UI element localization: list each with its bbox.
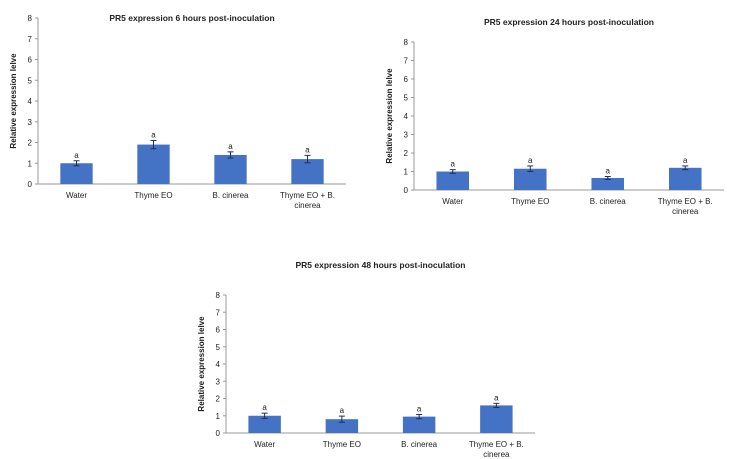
category-label: Thyme EO xyxy=(134,191,172,200)
y-tick-label: 4 xyxy=(404,112,409,121)
y-tick-label: 3 xyxy=(28,118,33,127)
y-tick-label: 7 xyxy=(28,35,33,44)
bar xyxy=(402,416,436,433)
y-tick-label: 6 xyxy=(404,75,409,84)
bar xyxy=(591,177,625,190)
y-axis-label: Relative expression lelve xyxy=(385,68,394,164)
y-tick-label: 4 xyxy=(216,360,221,369)
y-tick-label: 7 xyxy=(404,57,409,66)
significance-label: a xyxy=(305,145,310,154)
y-tick-label: 8 xyxy=(404,38,409,47)
y-tick-label: 2 xyxy=(28,139,33,148)
y-tick-label: 1 xyxy=(404,168,409,177)
significance-label: a xyxy=(262,403,267,412)
y-tick-label: 8 xyxy=(216,291,221,300)
category-label: Water xyxy=(66,191,87,200)
y-tick-label: 6 xyxy=(216,326,221,335)
significance-label: a xyxy=(74,151,79,160)
bar xyxy=(214,154,247,184)
y-tick-label: 2 xyxy=(404,149,409,158)
significance-label: a xyxy=(340,406,345,415)
y-axis-label: Relative expression lelve xyxy=(197,316,206,412)
y-tick-label: 0 xyxy=(216,429,221,438)
bar xyxy=(513,168,547,190)
y-tick-label: 0 xyxy=(404,186,409,195)
y-tick-label: 4 xyxy=(28,97,33,106)
bar xyxy=(480,405,513,433)
category-label: Thyme EO xyxy=(511,197,549,206)
bar xyxy=(325,419,359,433)
y-tick-label: 3 xyxy=(404,131,409,140)
category-label: Thyme EO + B. xyxy=(280,191,335,200)
y-tick-label: 0 xyxy=(28,180,33,189)
y-tick-label: 6 xyxy=(28,56,33,65)
y-tick-label: 3 xyxy=(216,377,221,386)
chart-title: PR5 expression 6 hours post-inoculation xyxy=(109,13,274,23)
significance-label: a xyxy=(451,160,456,169)
bar xyxy=(668,167,702,190)
chart-3: PR5 expression 48 hours post-inoculation… xyxy=(197,260,535,459)
y-tick-label: 5 xyxy=(28,76,33,85)
y-tick-label: 5 xyxy=(216,343,221,352)
chart-1: PR5 expression 6 hours post-inoculation R… xyxy=(9,13,346,210)
significance-label: a xyxy=(683,156,688,165)
y-tick-label: 1 xyxy=(216,412,221,421)
y-tick-label: 1 xyxy=(28,159,33,168)
category-label: cinerea xyxy=(294,201,321,210)
y-tick-label: 8 xyxy=(28,14,33,23)
bar xyxy=(436,171,470,190)
significance-label: a xyxy=(606,166,611,175)
significance-label: a xyxy=(494,393,499,402)
category-label: B. cinerea xyxy=(212,191,249,200)
category-label: cinerea xyxy=(483,450,510,459)
category-label: cinerea xyxy=(672,207,699,216)
significance-label: a xyxy=(151,130,156,139)
category-label: Thyme EO xyxy=(323,440,361,449)
y-axis-label: Relative expression lelve xyxy=(9,53,18,149)
y-tick-label: 7 xyxy=(216,308,221,317)
bar xyxy=(248,415,281,433)
significance-label: a xyxy=(528,156,533,165)
significance-label: a xyxy=(417,405,422,414)
bar xyxy=(137,144,170,184)
category-label: Thyme EO + B. xyxy=(658,197,713,206)
significance-label: a xyxy=(228,142,233,151)
chart-2: PR5 expression 24 hours post-inoculation… xyxy=(385,17,724,216)
category-label: Water xyxy=(254,440,275,449)
category-label: B. cinerea xyxy=(590,197,627,206)
y-tick-label: 5 xyxy=(404,94,409,103)
category-label: B. cinerea xyxy=(401,440,438,449)
category-label: Water xyxy=(442,197,463,206)
chart-title: PR5 expression 48 hours post-inoculation xyxy=(295,260,465,270)
chart-title: PR5 expression 24 hours post-inoculation xyxy=(484,17,654,27)
category-label: Thyme EO + B. xyxy=(469,440,524,449)
bar xyxy=(60,163,93,184)
y-tick-label: 2 xyxy=(216,395,221,404)
